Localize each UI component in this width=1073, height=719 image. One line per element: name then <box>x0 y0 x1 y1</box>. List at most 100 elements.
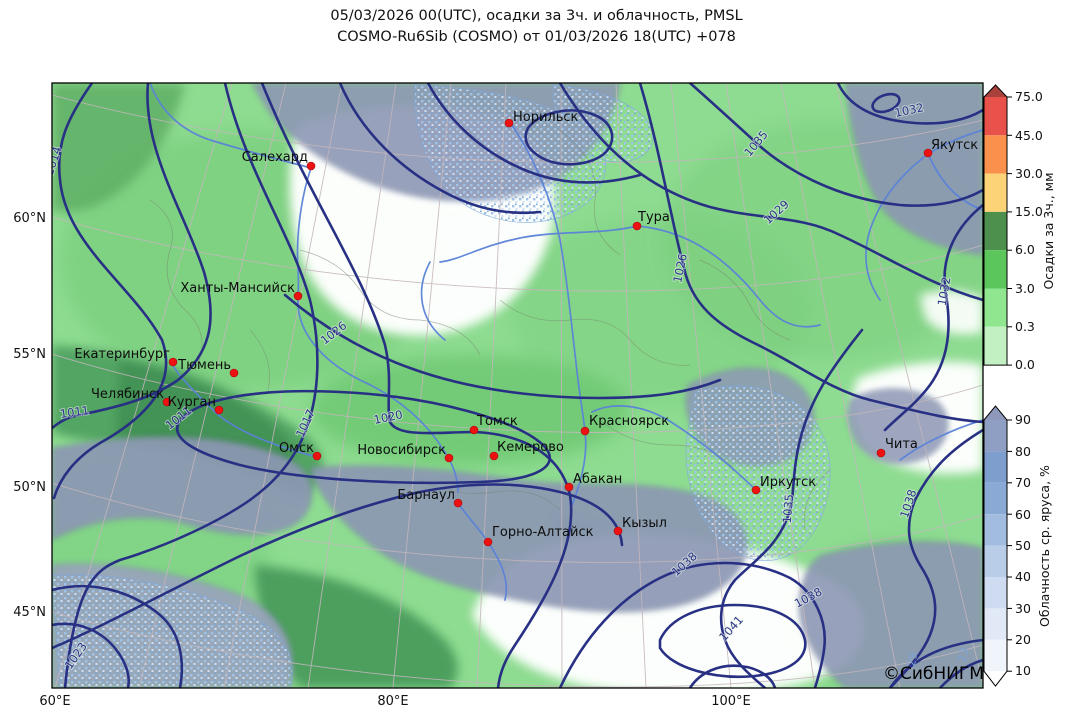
city-label: Тура <box>637 210 670 225</box>
precip-tick-label: 3.0 <box>1015 281 1035 296</box>
city-label: Новосибирск <box>357 443 446 458</box>
contour-label: 29 <box>904 651 920 668</box>
city-label: Ханты-Мансийск <box>180 281 295 296</box>
precip-band <box>984 173 1007 212</box>
isobar-label: 1035 <box>780 493 796 523</box>
cloud-colorbar-title: Облачность ср. яруса, % <box>1037 465 1052 627</box>
y-tick-label: 45°N <box>13 605 46 620</box>
y-tick-label: 55°N <box>13 347 46 362</box>
figure-title-line2: COSMO-Ru6Sib (COSMO) от 01/03/2026 18(UT… <box>337 29 736 45</box>
precip-tick-label: 30.0 <box>1015 166 1043 181</box>
cloud-tick-label: 10 <box>1015 663 1031 678</box>
precip-colorbar-outline <box>983 84 1008 366</box>
precip-colorbar-tickmarks <box>1007 96 1012 366</box>
city-dot <box>876 448 886 458</box>
cloud-band <box>984 482 1007 515</box>
precip-band <box>984 135 1007 174</box>
city-label: Екатеринбург <box>74 347 170 362</box>
precip-tick-label: 0.3 <box>1015 319 1035 334</box>
cloud-tick-label: 50 <box>1015 538 1031 553</box>
city-dot <box>751 485 761 495</box>
precip-tick-label: 15.0 <box>1015 204 1043 219</box>
cloud-band <box>984 420 1007 452</box>
cloud-band <box>984 514 1007 546</box>
city-markers <box>162 118 933 547</box>
isobar-label: 1032 <box>935 276 954 307</box>
city-label: Томск <box>476 414 518 429</box>
city-dot <box>489 451 499 461</box>
precip-tick-label: 6.0 <box>1015 242 1035 257</box>
cloud-tick-label: 60 <box>1015 507 1031 522</box>
cloud-tick-label: 90 <box>1015 412 1031 427</box>
city-label: Барнаул <box>397 488 455 503</box>
graticule <box>52 83 983 688</box>
cloud-colorbar-extend-top <box>984 406 1007 420</box>
cloud-band <box>984 639 1007 672</box>
city-label: Курган <box>168 395 216 410</box>
cloud-colorbar-extend-bottom <box>984 671 1007 686</box>
city-dot <box>580 426 590 436</box>
city-dot <box>469 425 479 435</box>
cloud-tick-label: 20 <box>1015 632 1031 647</box>
x-axis-ticks: 60°E 80°E 100°E <box>39 694 750 709</box>
precip-tick-label: 75.0 <box>1015 89 1043 104</box>
map-field: 1014 1011 1011 1017 1020 1023 1026 1026 … <box>52 83 997 688</box>
isobar-lines <box>52 83 983 688</box>
city-label: Красноярск <box>589 414 669 429</box>
city-dot <box>923 148 933 158</box>
city-dot <box>453 498 463 508</box>
city-label: Чита <box>885 437 918 452</box>
city-dot <box>504 118 514 128</box>
cloud-colorbar-tickmarks <box>1007 419 1012 672</box>
city-dot <box>168 357 178 367</box>
city-dot <box>214 405 224 415</box>
figure-title-line1: 05/03/2026 00(UTC), осадки за 3ч. и обла… <box>330 8 743 24</box>
rivers <box>149 83 983 601</box>
cloud-tick-label: 30 <box>1015 601 1031 616</box>
city-label: Иркутск <box>760 475 816 490</box>
precip-band <box>984 326 1007 366</box>
y-tick-label: 60°N <box>13 211 46 226</box>
city-dot <box>293 291 303 301</box>
city-label: Тюмень <box>177 358 231 373</box>
cloud-tick-label: 70 <box>1015 475 1031 490</box>
x-tick-label: 60°E <box>39 694 70 709</box>
city-label: Кызыл <box>622 516 667 531</box>
cloud-tick-label: 40 <box>1015 569 1031 584</box>
city-label: Норильск <box>513 110 579 125</box>
precip-band <box>984 97 1007 136</box>
snow-speckle-areas <box>52 84 831 688</box>
cloud-band <box>984 545 1007 577</box>
x-tick-label: 100°E <box>711 694 751 709</box>
city-label: Горно-Алтайск <box>492 525 594 540</box>
y-tick-label: 50°N <box>13 480 46 495</box>
isobar-label: 1011 <box>59 403 90 421</box>
x-tick-label: 80°E <box>377 694 408 709</box>
city-dot <box>444 453 454 463</box>
cloud-tick-label: 80 <box>1015 444 1031 459</box>
precip-tick-label: 45.0 <box>1015 128 1043 143</box>
city-labels: Норильск Салехард Якутск Тура Ханты-Манс… <box>74 110 978 540</box>
map-frame <box>51 82 984 689</box>
city-label: Омск <box>279 441 314 456</box>
precip-colorbar-extend-arrow <box>984 85 1007 97</box>
city-dot <box>306 161 316 171</box>
city-dot <box>564 482 574 492</box>
cloud-colorbar: 90 80 70 60 50 40 30 20 10 Облачность ср… <box>983 405 1052 687</box>
watermark: ©СибНИГМИ <box>883 664 997 684</box>
city-label: Челябинск <box>91 387 164 402</box>
precip-colorbar-title: Осадки за 3ч., мм <box>1041 172 1056 289</box>
city-label: Кемерово <box>497 440 564 455</box>
city-dot <box>632 221 642 231</box>
cloud-band <box>984 451 1007 483</box>
city-dot <box>483 537 493 547</box>
precip-band <box>984 211 1007 251</box>
precip-tick-label: 0.0 <box>1015 357 1035 372</box>
cloud-band <box>984 608 1007 640</box>
city-label: Якутск <box>931 138 978 153</box>
city-dot <box>229 368 239 378</box>
precip-band <box>984 250 1007 289</box>
city-dot <box>162 397 172 407</box>
